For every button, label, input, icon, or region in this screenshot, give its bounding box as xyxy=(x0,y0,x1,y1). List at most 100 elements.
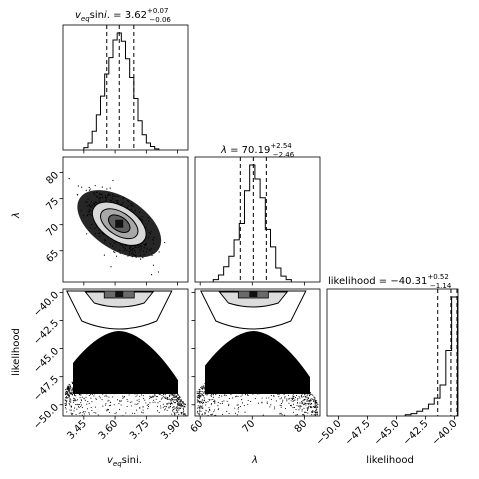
scatter-point xyxy=(258,372,260,374)
scatter-point xyxy=(72,387,74,389)
scatter-point xyxy=(177,402,180,404)
scatter-point xyxy=(201,407,203,409)
scatter-point xyxy=(130,366,132,368)
scatter-point xyxy=(251,374,254,376)
scatter-point xyxy=(65,408,67,410)
histogram-step xyxy=(212,164,292,282)
scatter-point xyxy=(300,384,302,386)
scatter-point xyxy=(134,403,136,405)
scatter-point xyxy=(121,378,123,380)
scatter-point xyxy=(220,378,222,380)
scatter-point xyxy=(92,380,95,382)
scatter-point xyxy=(163,381,165,383)
scatter-point xyxy=(292,407,294,409)
scatter-point xyxy=(310,399,312,401)
scatter-point xyxy=(122,362,124,364)
scatter-point xyxy=(234,387,236,389)
scatter-point xyxy=(238,407,240,409)
scatter-point xyxy=(106,361,108,363)
scatter-point xyxy=(231,372,233,374)
scatter-point xyxy=(126,369,128,371)
scatter-point xyxy=(214,387,216,389)
scatter-point xyxy=(154,393,156,395)
scatter-point xyxy=(223,370,225,372)
scatter-point xyxy=(233,372,235,374)
scatter-point xyxy=(251,362,254,364)
scatter-point xyxy=(234,363,236,365)
scatter-point xyxy=(217,401,219,404)
scatter-point xyxy=(146,404,148,406)
scatter-point xyxy=(310,398,312,400)
scatter-point xyxy=(94,369,96,371)
scatter-point xyxy=(306,389,308,391)
scatter-point xyxy=(271,367,273,369)
scatter-point xyxy=(172,409,174,411)
scatter-point xyxy=(275,373,277,375)
scatter-point xyxy=(183,405,185,407)
scatter-point xyxy=(237,368,240,370)
scatter-point xyxy=(286,373,288,375)
scatter-point xyxy=(84,374,86,377)
scatter-point xyxy=(250,372,252,374)
scatter-point xyxy=(86,378,88,380)
scatter-point xyxy=(207,401,209,403)
scatter-point xyxy=(107,400,109,402)
scatter-point xyxy=(102,366,104,368)
scatter-point xyxy=(151,381,153,383)
scatter-point xyxy=(138,371,140,373)
scatter-point xyxy=(87,370,90,372)
scatter-point xyxy=(205,404,207,406)
scatter-point xyxy=(123,380,125,382)
scatter-point xyxy=(226,366,228,368)
scatter-point xyxy=(124,359,127,361)
scatter-point xyxy=(80,389,82,391)
scatter-point xyxy=(77,185,79,187)
scatter-point xyxy=(200,386,202,389)
scatter-point xyxy=(219,387,221,389)
scatter-point xyxy=(159,376,161,378)
scatter-point xyxy=(301,392,303,395)
scatter-point xyxy=(203,395,205,397)
scatter-point xyxy=(67,385,69,387)
scatter-point xyxy=(138,372,140,374)
scatter-point xyxy=(284,372,286,374)
scatter-point xyxy=(226,381,228,383)
scatter-point xyxy=(288,390,290,392)
scatter-point xyxy=(259,367,261,369)
scatter-point xyxy=(301,382,303,384)
scatter-point xyxy=(136,389,138,391)
scatter-point xyxy=(78,375,80,377)
scatter-point xyxy=(150,370,152,372)
scatter-point xyxy=(142,406,144,408)
scatter-point xyxy=(285,381,287,383)
scatter-point xyxy=(138,375,140,377)
scatter-point xyxy=(83,381,85,383)
scatter-point xyxy=(221,400,223,403)
scatter-point xyxy=(153,375,155,377)
scatter-point xyxy=(263,378,265,380)
scatter-point xyxy=(202,388,204,390)
scatter-point xyxy=(170,400,172,402)
scatter-point xyxy=(274,383,276,385)
scatter-point xyxy=(237,404,239,406)
scatter-point xyxy=(292,400,294,402)
scatter-point xyxy=(158,389,160,392)
scatter-point xyxy=(101,373,103,375)
scatter-point xyxy=(170,394,172,396)
scatter-point xyxy=(130,389,132,392)
scatter-point xyxy=(259,370,262,372)
scatter-point xyxy=(156,381,158,383)
scatter-point xyxy=(109,385,112,387)
scatter-point xyxy=(115,388,117,391)
scatter-point xyxy=(253,369,255,372)
scatter-point xyxy=(80,391,82,393)
scatter-point xyxy=(224,390,226,392)
scatter-point xyxy=(217,381,219,383)
scatter-point xyxy=(235,372,237,374)
scatter-point xyxy=(104,395,106,397)
scatter-point xyxy=(295,376,297,379)
scatter-point xyxy=(162,403,164,405)
scatter-point xyxy=(197,412,199,415)
scatter-point xyxy=(75,399,77,401)
scatter-point xyxy=(152,396,154,398)
